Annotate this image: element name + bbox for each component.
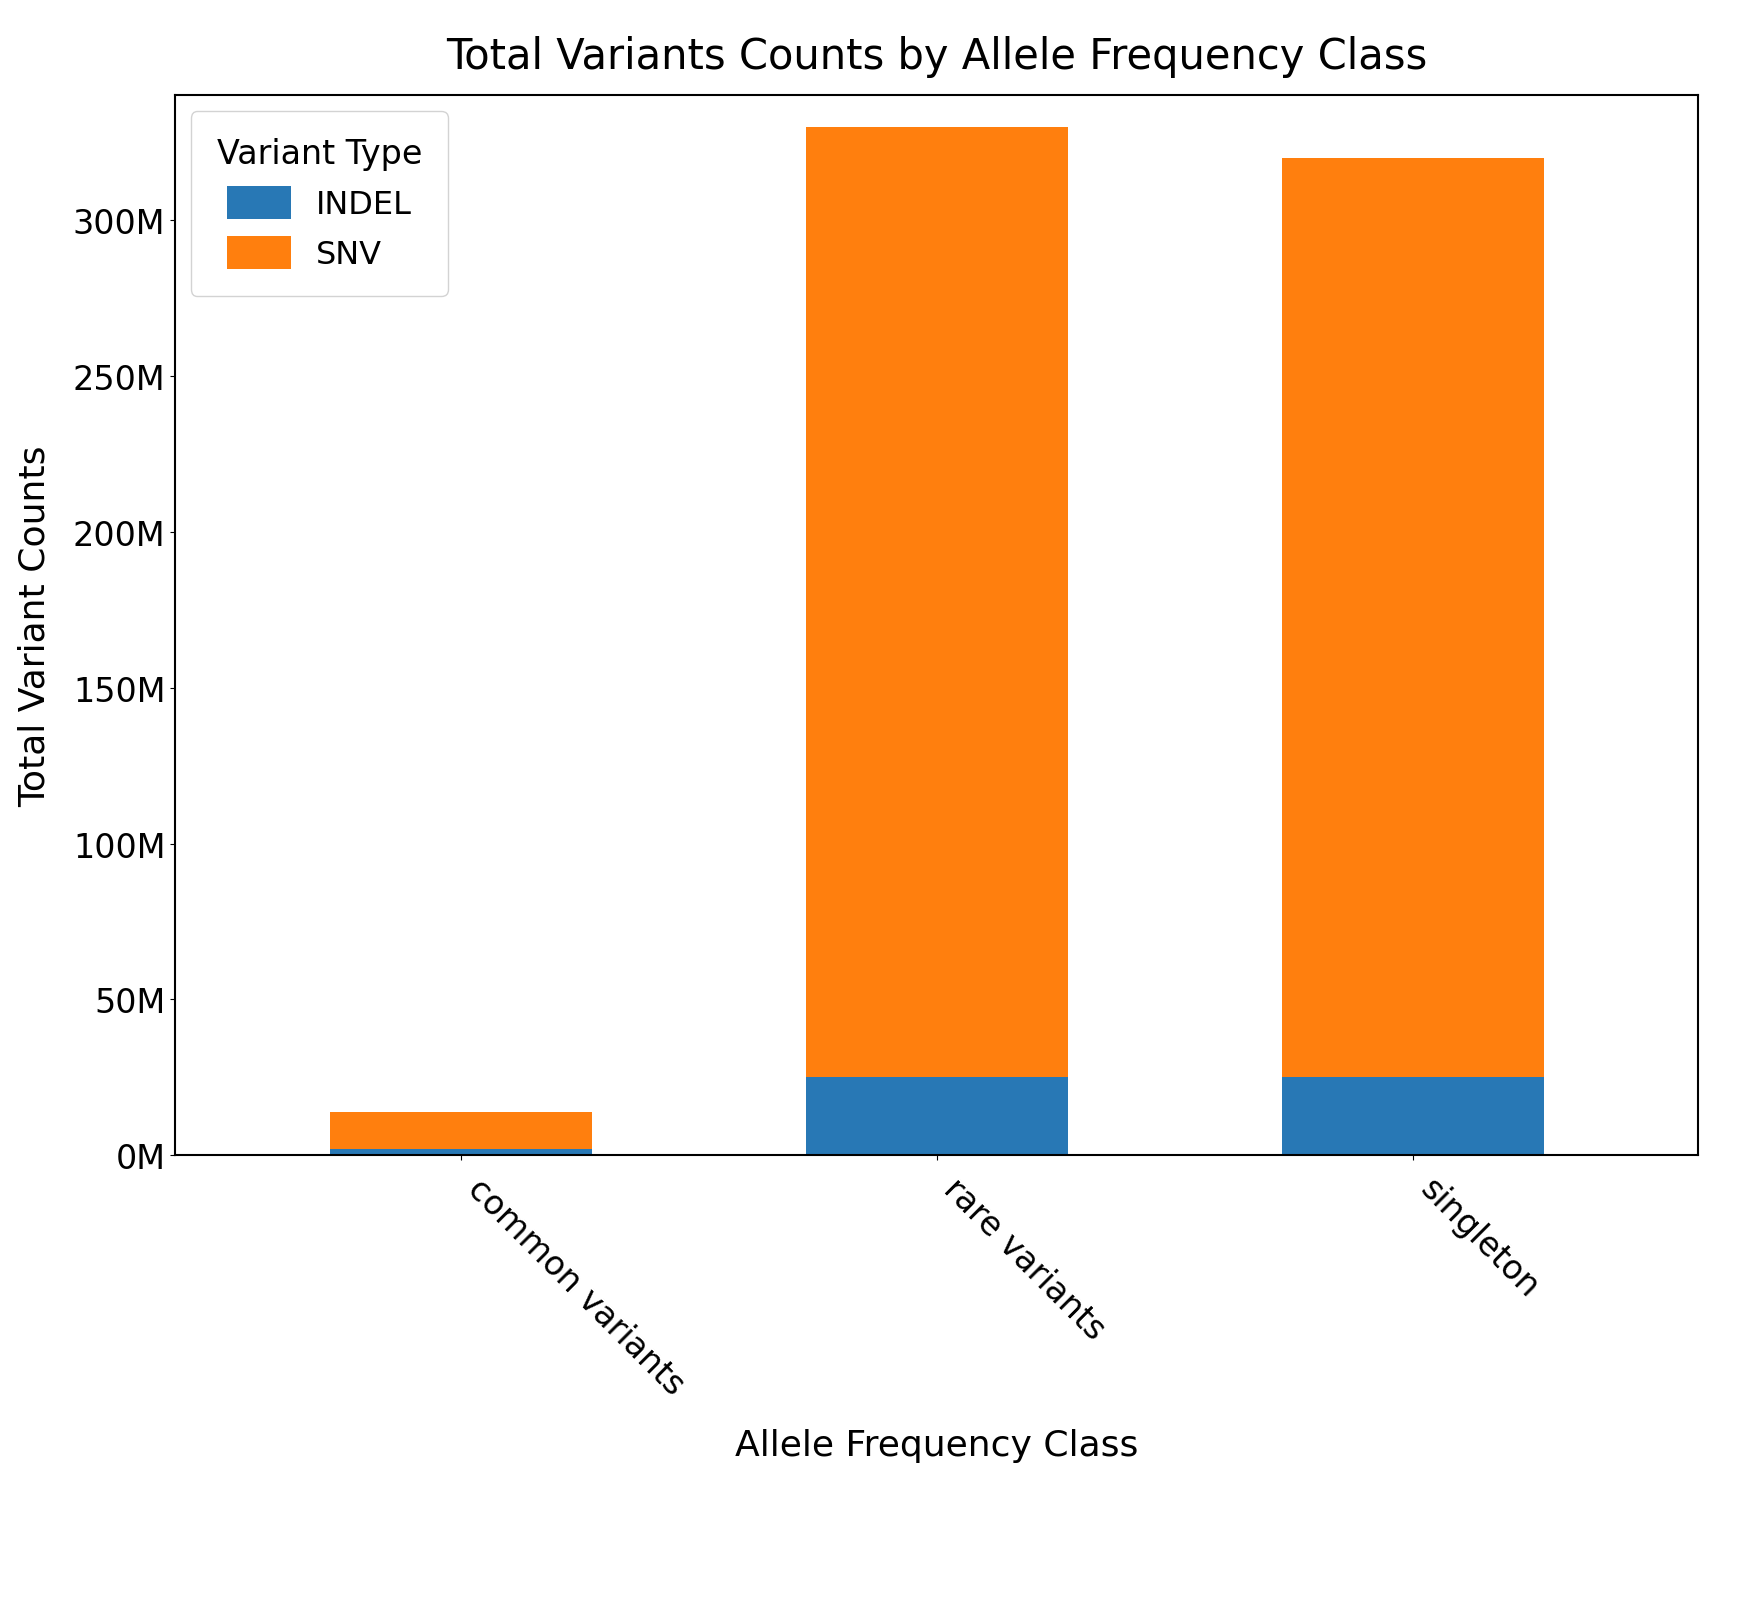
- Bar: [1282, 159, 1544, 1077]
- Bar: [1282, 1077, 1544, 1156]
- Legend: INDEL, SNV: INDEL, SNV: [191, 112, 448, 297]
- Bar: [329, 1112, 592, 1149]
- Bar: [805, 1077, 1068, 1156]
- X-axis label: Allele Frequency Class: Allele Frequency Class: [735, 1428, 1138, 1462]
- Bar: [329, 1149, 592, 1156]
- Bar: [805, 127, 1068, 1077]
- Y-axis label: Total Variant Counts: Total Variant Counts: [18, 445, 53, 807]
- Title: Total Variants Counts by Allele Frequency Class: Total Variants Counts by Allele Frequenc…: [447, 35, 1427, 77]
